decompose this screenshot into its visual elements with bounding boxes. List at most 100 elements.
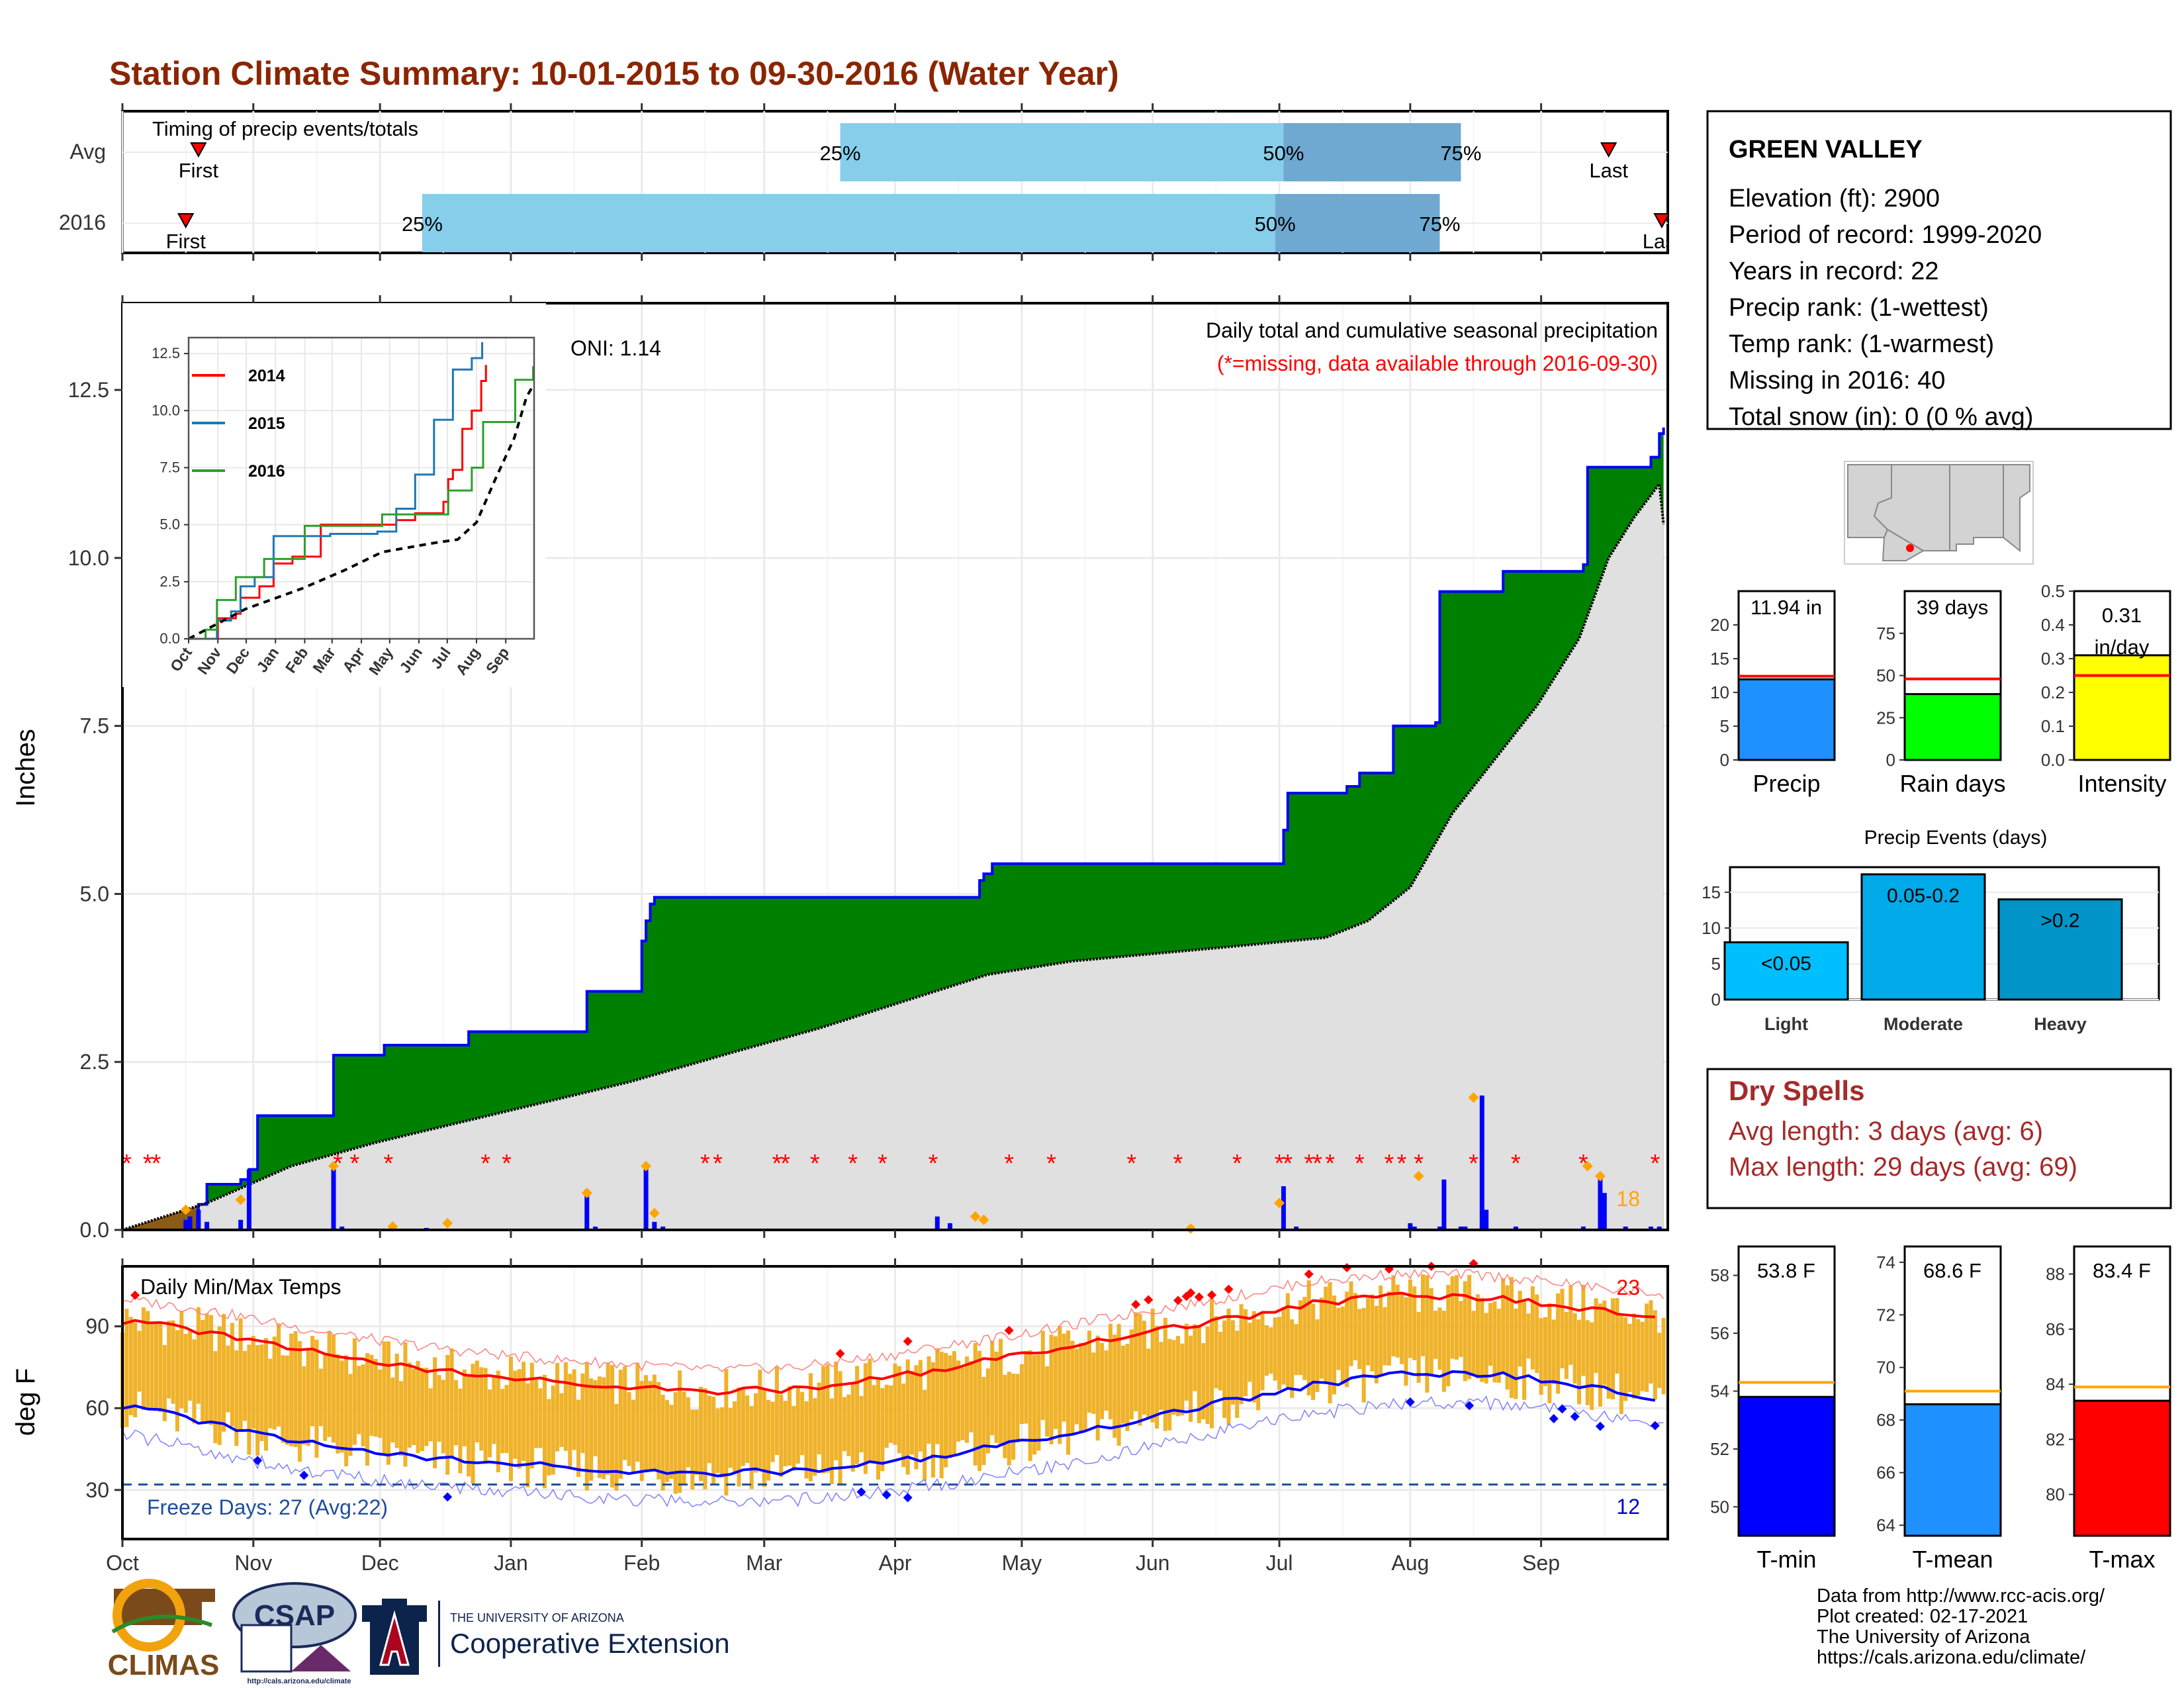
daily-temp-bar [707,1395,711,1464]
missing-day-marker: * [878,1150,887,1178]
daily-temp-bar [1045,1366,1050,1437]
daily-temp-bar [361,1364,365,1446]
daily-temp-bar [678,1370,682,1493]
summary-y-tick-label: 0.5 [2041,581,2065,601]
inset-legend-label: 2014 [248,367,285,385]
orange-count: 18 [1616,1187,1640,1211]
missing-day-marker: * [929,1150,938,1178]
daily-temp-bar [310,1336,315,1427]
daily-precip-bar [660,1226,666,1230]
events-category-label: Light [1764,1014,1808,1034]
record-low-marker [1595,1421,1605,1431]
daily-temp-bar [918,1360,923,1452]
daily-temp-bar [1087,1331,1091,1413]
daily-temp-bar [1518,1290,1522,1367]
daily-temp-bar [407,1362,412,1448]
daily-temp-bar [196,1307,201,1404]
daily-temp-bar [1214,1316,1218,1389]
daily-temp-bar [357,1366,361,1434]
last-event-marker [1600,142,1617,158]
freeze-days-label: Freeze Days: 27 (Avg:22) [147,1495,388,1519]
missing-day-marker: * [1385,1150,1394,1178]
missing-day-marker: * [152,1150,161,1178]
csap-logo-text: CSAP [254,1599,335,1632]
daily-temp-bar [779,1394,784,1477]
daily-temp-bar [682,1391,686,1485]
large-event-marker [180,1204,191,1215]
station-info-box: GREEN VALLEY Elevation (ft): 2900 Period … [1706,110,2172,431]
daily-temp-bar [981,1377,986,1466]
daily-temp-bar [1011,1374,1016,1460]
daily-temp-bar [1606,1309,1611,1399]
record-low-marker [903,1493,913,1503]
daily-temp-bar [547,1399,551,1476]
daily-temp-bar [1564,1311,1569,1380]
daily-temp-bar [1492,1301,1497,1383]
daily-temp-bar [449,1348,454,1458]
daily-temp-bar [1315,1319,1320,1393]
record-high-marker [1173,1295,1183,1305]
daily-temp-bar [306,1348,310,1446]
daily-precip-bar [1441,1179,1447,1230]
station-info-line: Precip rank: (1-wettest) [1729,294,1989,322]
daily-temp-bar [914,1365,919,1470]
daily-temp-bar [699,1386,704,1481]
daily-temp-bar [825,1364,830,1473]
daily-temp-bar [985,1368,990,1454]
daily-temp-bar [652,1374,657,1471]
missing-day-marker: * [1304,1150,1314,1178]
daily-temp-bar [327,1331,332,1437]
record-high-marker [1186,1288,1196,1298]
daily-temp-bar [268,1358,273,1429]
station-info-line: Years in record: 22 [1729,258,1939,285]
daily-temp-bar [1387,1291,1391,1366]
daily-temp-bar [1019,1364,1024,1425]
daily-temp-bar [1581,1284,1586,1376]
daily-temp-bar [551,1385,555,1475]
daily-precip-bar [1281,1186,1286,1230]
temp-y-tick-label: 70 [1876,1358,1895,1378]
month-tick-label: Apr [879,1551,912,1575]
precip-missing-note: (*=missing, data available through 2016-… [1217,352,1658,375]
daily-temp-bar [758,1370,762,1469]
tmax-normal-line [122,1291,1655,1396]
cumulative-avg-area [122,484,1664,1230]
daily-temp-bar [428,1388,433,1442]
daily-temp-bar [593,1380,598,1456]
daily-precip-bar [1598,1176,1603,1230]
daily-temp-bar [838,1371,842,1484]
timing-bar-25-50 [840,123,1284,181]
daily-temp-bar [1184,1323,1189,1401]
daily-temp-bar [623,1366,627,1460]
missing-day-marker: * [848,1150,858,1178]
daily-temp-bar [344,1355,349,1467]
daily-temp-bar [513,1370,518,1459]
daily-temp-bar [1441,1311,1446,1392]
daily-temp-bar [1484,1313,1488,1384]
daily-temp-bar [1142,1321,1146,1415]
missing-day-marker: * [1355,1150,1365,1178]
daily-temp-bar [829,1398,834,1485]
station-name: GREEN VALLEY [1729,136,1923,164]
daily-temp-bar [213,1351,218,1444]
inset-series-line-2016 [189,366,535,640]
dry-spells-title: Dry Spells [1729,1075,1864,1106]
daily-temp-bar [1514,1308,1518,1399]
daily-temp-bar [952,1351,956,1455]
temp-y-tick-label: 86 [2046,1319,2065,1339]
daily-temp-bar [1049,1335,1054,1444]
daily-temp-bar [580,1373,585,1453]
location-map [1844,461,2034,565]
temp-value-bar [2073,1399,2171,1537]
daily-temp-bar [1209,1299,1214,1429]
daily-temp-bar [1239,1304,1244,1405]
daily-temp-bar [1539,1318,1543,1395]
daily-temp-bar [479,1367,484,1451]
summary-y-tick-label: 0.0 [2041,750,2065,770]
daily-temp-bar [842,1397,846,1452]
daily-temp-bar [1159,1342,1163,1410]
daily-temp-bar [1361,1307,1366,1403]
missing-day-marker: * [1275,1150,1285,1178]
month-tick-label: Jul [1266,1551,1293,1575]
